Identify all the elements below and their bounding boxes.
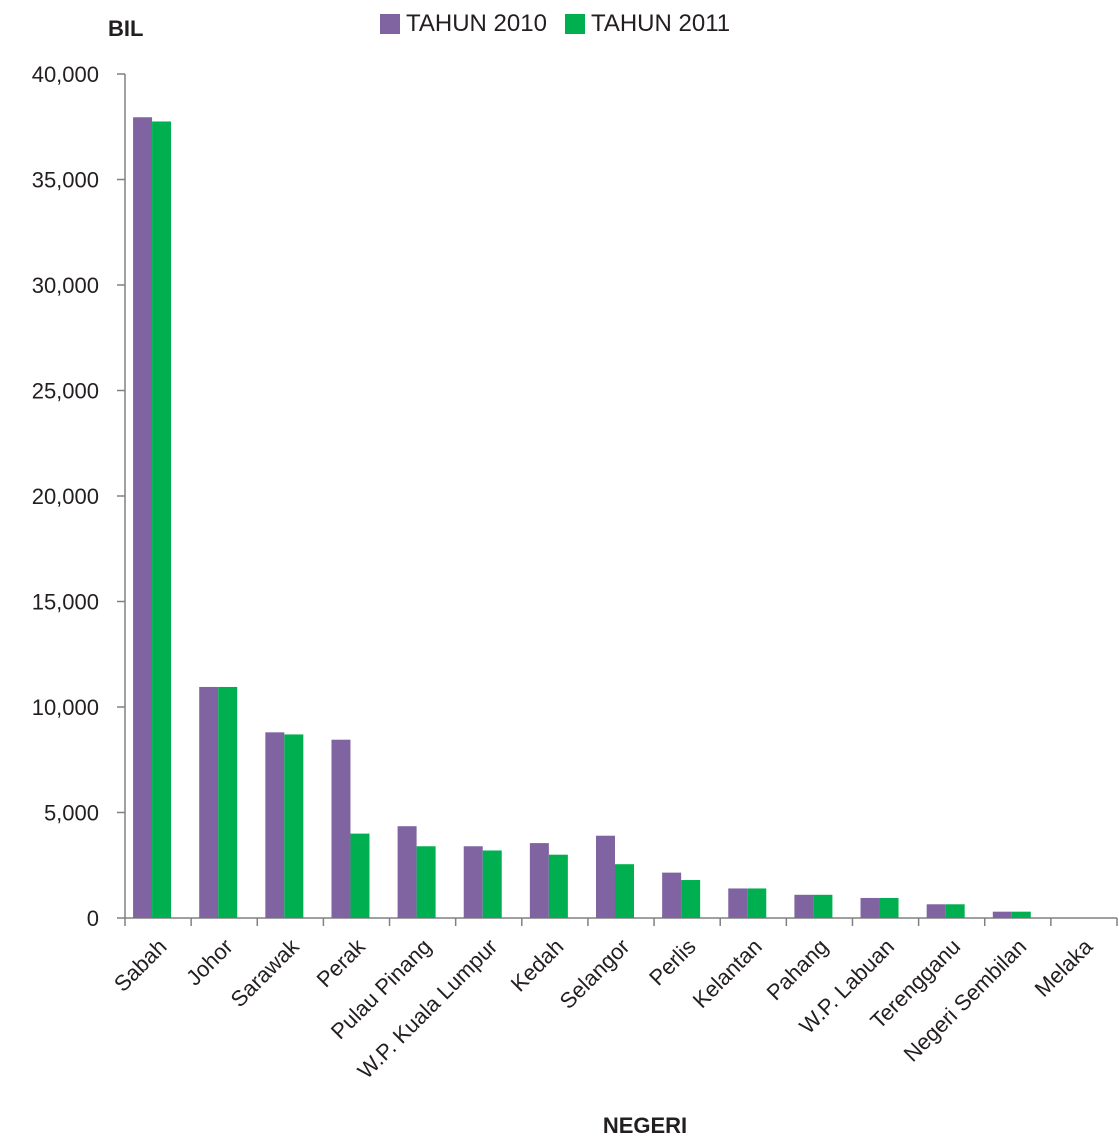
- bar-2011: [284, 734, 304, 918]
- y-axis-title: BIL: [108, 16, 144, 41]
- legend-item-2010: TAHUN 2010: [380, 10, 547, 38]
- x-category-label: Kedah: [506, 934, 569, 997]
- y-tick-label: 30,000: [32, 273, 99, 298]
- bar-2010: [794, 894, 814, 918]
- x-axis-title: NEGERI: [602, 1113, 688, 1138]
- bar-2011: [945, 904, 965, 918]
- y-tick-label: 5,000: [44, 801, 99, 826]
- bar-2010: [926, 904, 946, 918]
- bar-2010: [992, 911, 1012, 918]
- bar-2011: [548, 854, 568, 918]
- bar-2011: [747, 888, 767, 918]
- bar-2010: [133, 117, 153, 918]
- bar-2011: [615, 864, 634, 918]
- x-category-label: Melaka: [1030, 933, 1098, 1001]
- bar-2010: [331, 739, 351, 918]
- x-category-label: Perak: [312, 933, 371, 992]
- legend-label-2011: TAHUN 2011: [590, 10, 731, 37]
- bar-2010: [397, 826, 417, 918]
- bar-2011: [152, 121, 172, 919]
- bar-2010: [662, 872, 682, 918]
- y-tick-label: 20,000: [32, 484, 99, 509]
- y-tick-label: 10,000: [32, 695, 99, 720]
- x-category-label: Perlis: [644, 934, 701, 991]
- x-category-label: Selangor: [555, 934, 635, 1014]
- x-category-label: Sabah: [109, 934, 172, 997]
- bar-2011: [218, 686, 238, 918]
- bar-2010: [860, 897, 880, 918]
- y-tick-label: 0: [87, 906, 99, 931]
- legend-swatch-2010: [380, 14, 400, 34]
- bar-2011: [416, 846, 436, 918]
- legend-swatch-2011: [564, 14, 585, 34]
- y-tick-label: 25,000: [32, 379, 99, 404]
- bar-2011: [681, 880, 701, 918]
- bar-2010: [728, 888, 748, 918]
- bar-2010: [529, 843, 549, 918]
- x-category-label: Johor: [181, 934, 238, 991]
- y-tick-label: 40,000: [32, 62, 99, 87]
- legend-item-2011: TAHUN 2011: [564, 10, 731, 38]
- x-category-label: Kelantan: [688, 934, 767, 1013]
- legend: TAHUN 2010 TAHUN 2011: [380, 10, 748, 38]
- bar-2010: [596, 835, 615, 918]
- bar-2011: [482, 850, 502, 918]
- bar-2011: [1011, 911, 1031, 918]
- legend-label-2010: TAHUN 2010: [406, 10, 547, 37]
- bar-2010: [265, 732, 285, 918]
- bar-2010: [199, 686, 219, 918]
- x-category-label: Negeri Sembilan: [899, 934, 1032, 1067]
- x-category-label: Sarawak: [226, 933, 305, 1012]
- bar-2011: [350, 833, 370, 918]
- bar-2010: [463, 846, 483, 918]
- bar-2011: [879, 897, 899, 918]
- bar-2011: [813, 894, 833, 918]
- y-tick-label: 15,000: [32, 590, 99, 615]
- y-tick-label: 35,000: [32, 168, 99, 193]
